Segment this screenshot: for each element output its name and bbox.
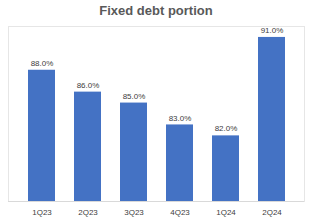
svg-text:2Q24: 2Q24	[262, 208, 282, 217]
svg-text:86.0%: 86.0%	[77, 81, 100, 90]
svg-text:3Q23: 3Q23	[124, 208, 144, 217]
html-text:Fixed debt portion: Fixed debt portion	[99, 3, 213, 18]
svg-text:83.0%: 83.0%	[169, 113, 192, 122]
svg-text:2Q23: 2Q23	[78, 208, 98, 217]
svg-text:82.0%: 82.0%	[215, 124, 238, 133]
svg-text:1Q23: 1Q23	[32, 208, 52, 217]
svg-text:4Q23: 4Q23	[170, 208, 190, 217]
svg-text:85.0%: 85.0%	[123, 92, 146, 101]
svg-text:88.0%: 88.0%	[31, 59, 54, 68]
svg-text:1Q24: 1Q24	[216, 208, 236, 217]
svg-text:91.0%: 91.0%	[261, 26, 284, 35]
